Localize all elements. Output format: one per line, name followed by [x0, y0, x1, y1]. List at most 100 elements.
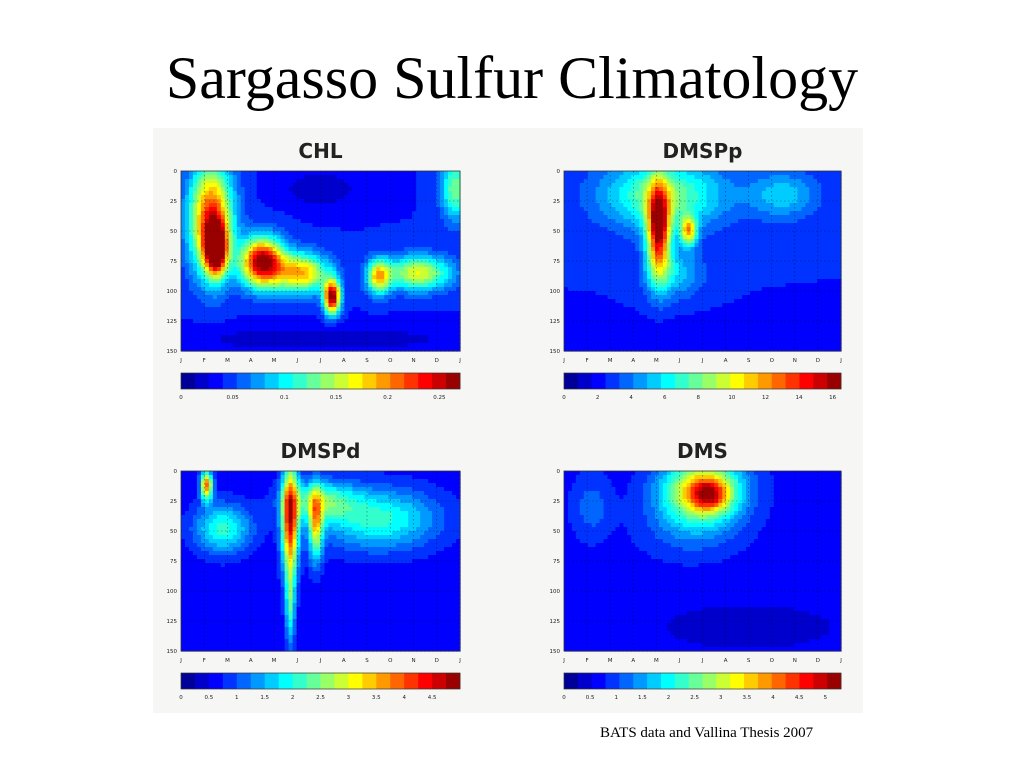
heatmap-cell — [416, 327, 421, 332]
heatmap-cell — [304, 263, 310, 268]
heatmap-cell — [192, 263, 198, 268]
heatmap-cell — [372, 319, 377, 324]
heatmap-cell — [658, 171, 664, 176]
heatmap-cell — [698, 227, 704, 232]
heatmap-cell — [308, 323, 314, 328]
heatmap-cell — [200, 327, 206, 332]
heatmap-cell — [332, 295, 338, 300]
heatmap-cell — [710, 327, 715, 332]
heatmap-cell — [216, 231, 222, 236]
chart-title: DMSPp — [663, 139, 743, 163]
heatmap-cell — [204, 323, 210, 328]
heatmap-cell — [332, 215, 338, 220]
heatmap-cell — [320, 215, 326, 220]
heatmap-cell — [292, 291, 298, 296]
heatmap-cell — [368, 235, 373, 240]
heatmap-cell — [181, 279, 186, 284]
heatmap-cell — [595, 199, 601, 204]
heatmap-cell — [200, 195, 206, 200]
heatmap-cell — [280, 203, 286, 208]
heatmap-cell — [694, 307, 700, 312]
heatmap-cell — [192, 275, 198, 280]
heatmap-cell — [260, 251, 266, 256]
heatmap-cell — [236, 251, 242, 256]
heatmap-cell — [204, 187, 210, 192]
heatmap-cell — [252, 171, 258, 176]
heatmap-cell — [564, 183, 569, 188]
heatmap-cell — [698, 195, 704, 200]
heatmap-cell — [364, 335, 369, 340]
heatmap-cell — [595, 291, 601, 296]
heatmap-cell — [404, 283, 409, 288]
heatmap-cell — [575, 343, 581, 348]
heatmap-cell — [252, 239, 258, 244]
heatmap-cell — [690, 247, 696, 252]
heatmap-cell — [264, 275, 270, 280]
heatmap-cell — [276, 299, 282, 304]
heatmap-cell — [571, 275, 577, 280]
heatmap-cell — [448, 335, 453, 340]
heatmap-cell — [404, 199, 409, 204]
heatmap-cell — [368, 271, 373, 276]
heatmap-cell — [292, 275, 298, 280]
heatmap-cell — [639, 179, 644, 184]
heatmap-cell — [607, 291, 613, 296]
heatmap-cell — [575, 303, 581, 308]
heatmap-cell — [583, 203, 589, 208]
heatmap-cell — [432, 303, 437, 308]
heatmap-cell — [564, 323, 569, 328]
heatmap-cell — [348, 343, 353, 348]
heatmap-cell — [710, 183, 715, 188]
heatmap-cell — [647, 347, 652, 352]
heatmap-cell — [336, 299, 342, 304]
heatmap-cell — [615, 179, 620, 184]
heatmap-cell — [575, 223, 581, 228]
heatmap-cell — [248, 315, 254, 320]
heatmap-cell — [396, 243, 401, 248]
heatmap-cell — [292, 267, 298, 272]
heatmap-cell — [567, 199, 573, 204]
heatmap-cell — [348, 255, 353, 260]
heatmap-cell — [655, 179, 660, 184]
heatmap-cell — [340, 275, 346, 280]
heatmap-cell — [714, 179, 719, 184]
heatmap-cell — [212, 287, 218, 292]
heatmap-cell — [208, 227, 214, 232]
heatmap-cell — [436, 223, 441, 228]
heatmap-cell — [196, 183, 202, 188]
heatmap-cell — [694, 295, 700, 300]
heatmap-cell — [300, 319, 306, 324]
heatmap-cell — [639, 291, 644, 296]
heatmap-cell — [611, 263, 617, 268]
heatmap-cell — [436, 215, 441, 220]
heatmap-cell — [208, 287, 214, 292]
heatmap-cell — [224, 295, 230, 300]
heatmap-cell — [380, 327, 385, 332]
heatmap-cell — [631, 203, 636, 208]
heatmap-cell — [623, 347, 628, 352]
heatmap-cell — [416, 255, 421, 260]
heatmap-cell — [631, 279, 636, 284]
heatmap-cell — [276, 335, 282, 340]
heatmap-cell — [698, 239, 704, 244]
heatmap-cell — [448, 207, 453, 212]
heatmap-cell — [228, 267, 234, 272]
heatmap-cell — [308, 263, 314, 268]
heatmap-cell — [694, 239, 700, 244]
heatmap-cell — [603, 231, 609, 236]
heatmap-cell — [651, 303, 656, 308]
heatmap-cell — [328, 287, 334, 292]
heatmap-cell — [324, 191, 330, 196]
heatmap-cell — [698, 299, 704, 304]
heatmap-cell — [452, 267, 457, 272]
heatmap-cell — [436, 263, 441, 268]
heatmap-cell — [416, 243, 421, 248]
heatmap-cell — [188, 319, 194, 324]
heatmap-cell — [272, 183, 278, 188]
heatmap-cell — [236, 263, 242, 268]
heatmap-cell — [304, 219, 310, 224]
heatmap-cell — [420, 183, 425, 188]
heatmap-cell — [392, 227, 397, 232]
heatmap-cell — [714, 203, 719, 208]
heatmap-cell — [192, 199, 198, 204]
